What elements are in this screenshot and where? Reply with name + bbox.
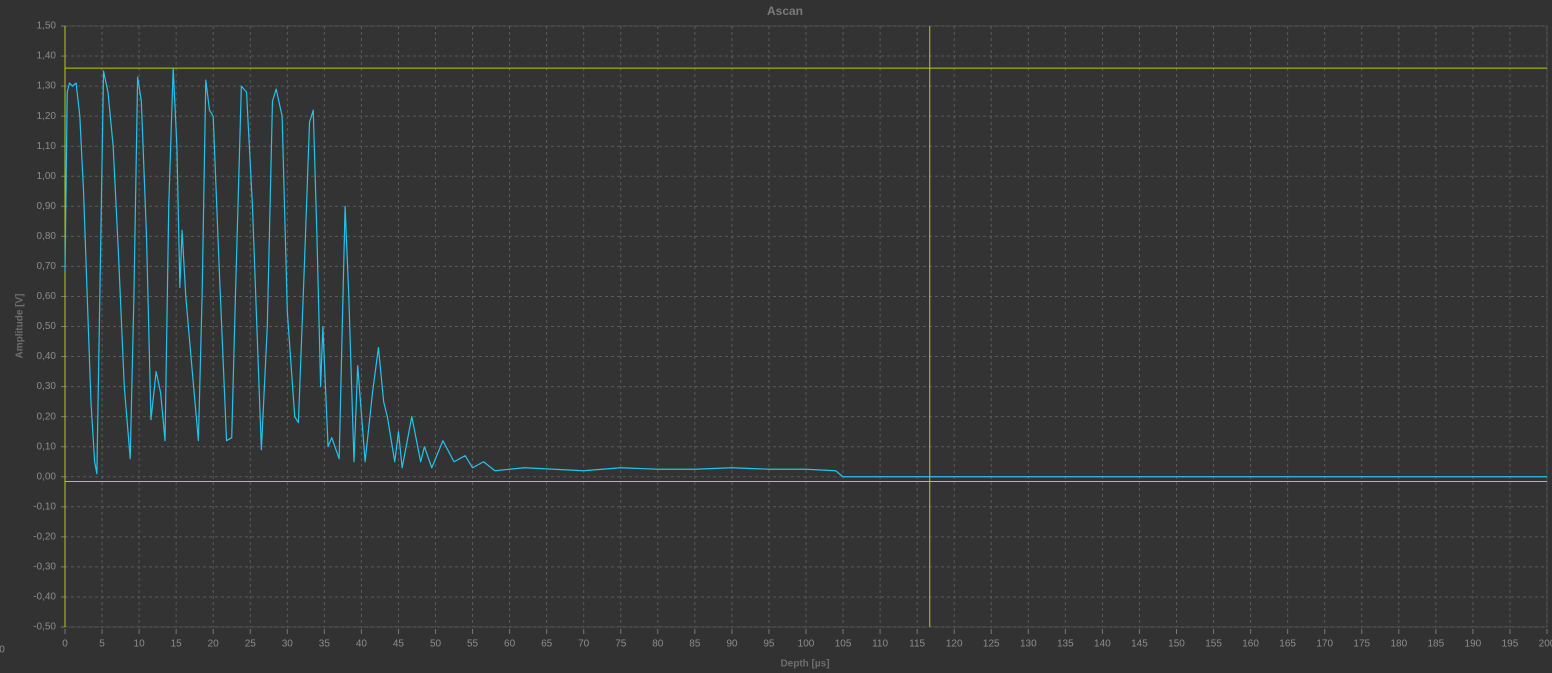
x-tick-label: 80 (652, 639, 664, 650)
x-tick-label: 10 (134, 639, 146, 650)
y-tick-label: 1,10 (37, 141, 57, 152)
x-tick-label: 200 (1539, 639, 1552, 650)
x-axis-label: Depth [µs] (780, 659, 829, 670)
signal-line (64, 67, 1547, 478)
x-tick-label: 100 (798, 639, 815, 650)
y-tick-label: -0,20 (33, 531, 56, 542)
corner-label: 0 (0, 645, 5, 656)
y-tick-label: -0,30 (33, 562, 56, 573)
y-tick-label: 0,10 (37, 441, 57, 452)
x-tick-label: 135 (1057, 639, 1074, 650)
x-tick-label: 155 (1205, 639, 1222, 650)
x-tick-label: 195 (1502, 639, 1519, 650)
x-tick-label: 30 (282, 639, 294, 650)
y-tick-label: -0,10 (33, 501, 56, 512)
x-tick-label: 40 (356, 639, 368, 650)
x-tick-label: 20 (208, 639, 220, 650)
x-tick-label: 15 (171, 639, 183, 650)
x-tick-label: 180 (1390, 639, 1407, 650)
x-tick-label: 140 (1094, 639, 1111, 650)
x-tick-label: 60 (504, 639, 516, 650)
x-tick-label: 25 (245, 639, 257, 650)
x-tick-label: 75 (615, 639, 627, 650)
x-tick-label: 190 (1465, 639, 1482, 650)
x-tick-label: 85 (689, 639, 701, 650)
y-tick-label: 0,30 (37, 381, 57, 392)
y-tick-label: 0,50 (37, 321, 57, 332)
x-tick-label: 185 (1428, 639, 1445, 650)
x-tick-label: 0 (62, 639, 68, 650)
x-tick-label: 55 (467, 639, 479, 650)
x-tick-label: 5 (99, 639, 105, 650)
y-tick-label: 1,40 (37, 51, 57, 62)
x-tick-label: 165 (1279, 639, 1296, 650)
y-tick-label: -0,40 (33, 592, 56, 603)
x-tick-label: 50 (430, 639, 442, 650)
chart-title: Ascan (767, 4, 803, 18)
y-tick-label: 0,20 (37, 411, 57, 422)
y-tick-label: 0,40 (37, 351, 57, 362)
y-tick-label: -0,50 (33, 622, 56, 633)
y-tick-label: 1,50 (37, 21, 57, 32)
y-tick-label: 0,00 (37, 471, 57, 482)
x-tick-label: 145 (1131, 639, 1148, 650)
y-tick-label: 0,90 (37, 201, 57, 212)
x-tick-label: 125 (983, 639, 1000, 650)
x-tick-label: 115 (909, 639, 925, 650)
y-tick-label: 1,20 (37, 111, 57, 122)
x-tick-label: 160 (1242, 639, 1259, 650)
x-tick-label: 170 (1316, 639, 1333, 650)
x-tick-label: 65 (541, 639, 553, 650)
y-tick-label: 1,00 (37, 171, 57, 182)
x-tick-label: 175 (1353, 639, 1370, 650)
x-tick-label: 110 (872, 639, 888, 650)
y-tick-label: 0,80 (37, 231, 57, 242)
x-tick-label: 150 (1168, 639, 1185, 650)
x-tick-label: 95 (763, 639, 775, 650)
x-tick-label: 120 (946, 639, 963, 650)
y-tick-label: 0,70 (37, 261, 57, 272)
x-tick-label: 45 (393, 639, 405, 650)
x-tick-label: 35 (319, 639, 331, 650)
x-tick-label: 70 (578, 639, 590, 650)
y-tick-label: 1,30 (37, 81, 57, 92)
y-tick-label: 0,60 (37, 291, 57, 302)
x-tick-label: 90 (726, 639, 738, 650)
x-tick-label: 105 (835, 639, 852, 650)
x-tick-label: 130 (1020, 639, 1037, 650)
y-axis-label: Amplitude [V] (15, 294, 26, 359)
